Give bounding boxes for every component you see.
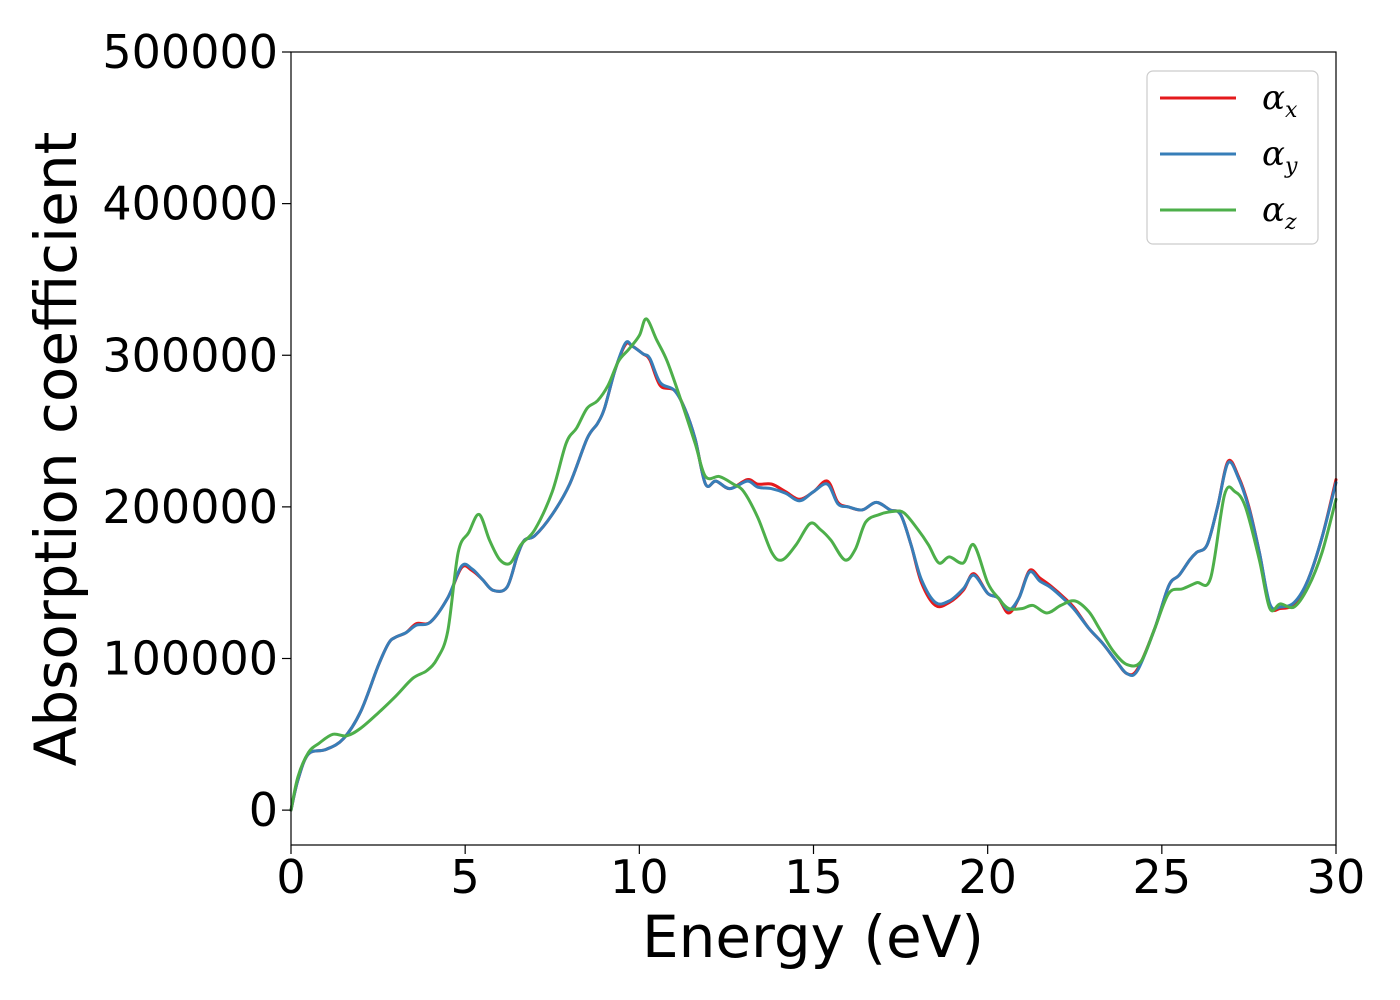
series-layer	[289, 317, 1338, 812]
x-tick-label: 5	[451, 850, 480, 904]
x-tick-label: 15	[784, 850, 843, 904]
y-axis: 0 100000 200000 300000 400000 500000	[102, 25, 291, 837]
series-line-alpha-y	[289, 340, 1338, 812]
x-tick-label: 20	[958, 850, 1017, 904]
y-tick-label: 500000	[102, 25, 278, 79]
y-tick-label: 400000	[102, 177, 278, 231]
x-tick-label: 30	[1307, 850, 1366, 904]
y-tick-label: 0	[249, 783, 278, 837]
x-axis: 0 5 10 15 20 25 30	[276, 845, 1365, 904]
legend-frame	[1146, 70, 1319, 245]
y-tick-label: 200000	[102, 480, 278, 534]
x-tick-label: 25	[1133, 850, 1192, 904]
x-tick-label: 0	[276, 850, 305, 904]
y-tick-label: 100000	[102, 632, 278, 686]
y-tick-label: 300000	[102, 328, 278, 382]
x-axis-label: Energy (eV)	[642, 903, 984, 971]
y-axis-label: Absorption coefficient	[22, 132, 90, 767]
x-tick-label: 10	[610, 850, 669, 904]
series-line-alpha-z	[289, 317, 1338, 812]
